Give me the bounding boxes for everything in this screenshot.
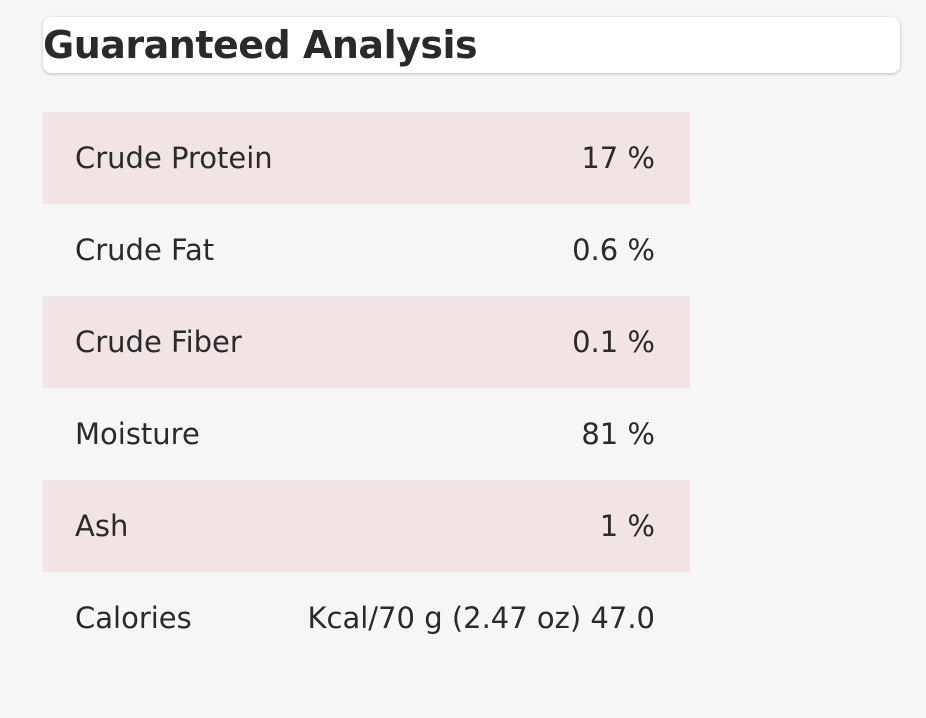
nutrient-label: Crude Protein <box>75 141 273 175</box>
table-row: Crude Protein 17 % <box>43 112 690 204</box>
section-header-card: Guaranteed Analysis <box>43 17 900 73</box>
nutrient-label: Moisture <box>75 417 200 451</box>
section-title: Guaranteed Analysis <box>43 23 478 67</box>
nutrient-value: 0.6 % <box>572 233 655 267</box>
table-row: Calories Kcal/70 g (2.47 oz) 47.0 <box>43 572 690 664</box>
nutrient-value: 1 % <box>599 509 655 543</box>
nutrient-label: Crude Fiber <box>75 325 242 359</box>
nutrient-label: Ash <box>75 509 129 543</box>
table-row: Crude Fiber 0.1 % <box>43 296 690 388</box>
nutrient-value: 17 % <box>581 141 655 175</box>
nutrient-label: Crude Fat <box>75 233 215 267</box>
nutrient-value: Kcal/70 g (2.47 oz) 47.0 <box>307 601 655 635</box>
table-row: Moisture 81 % <box>43 388 690 480</box>
nutrient-label: Calories <box>75 601 192 635</box>
nutrient-value: 81 % <box>581 417 655 451</box>
guaranteed-analysis-table: Crude Protein 17 % Crude Fat 0.6 % Crude… <box>43 112 690 664</box>
table-row: Ash 1 % <box>43 480 690 572</box>
nutrient-value: 0.1 % <box>572 325 655 359</box>
table-row: Crude Fat 0.6 % <box>43 204 690 296</box>
